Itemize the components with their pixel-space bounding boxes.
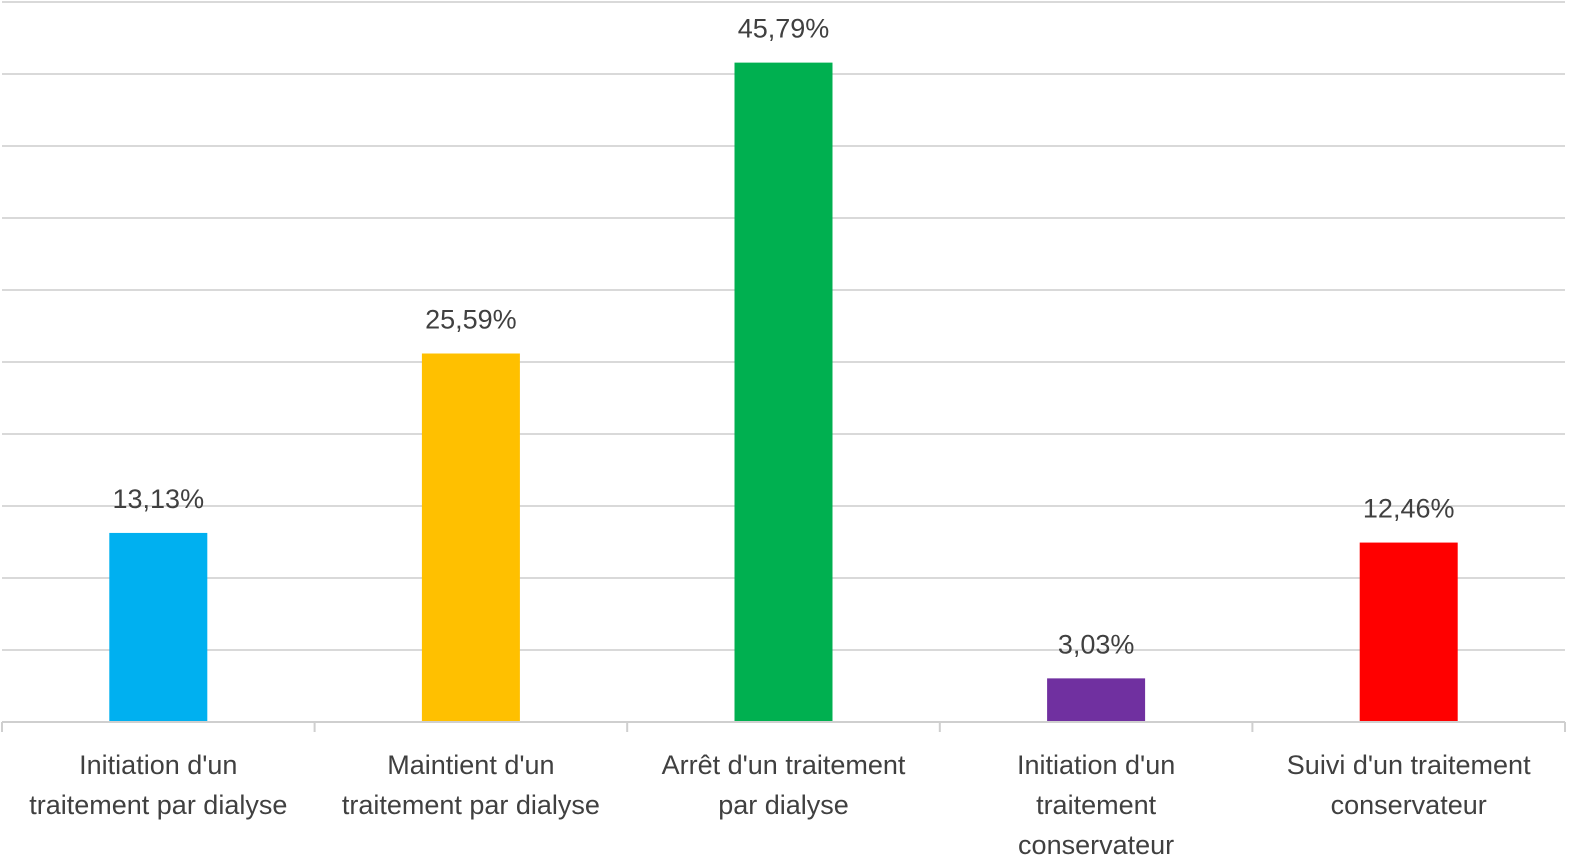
category-label-line: Suivi d'un traitement [1287, 750, 1531, 780]
bar [1047, 678, 1146, 722]
data-label: 3,03% [1058, 629, 1135, 659]
category-labels: Initiation d'un traitement par dialyseMai… [29, 750, 1531, 860]
category-label: Arrêt d'un traitement par dialyse [662, 750, 906, 820]
bar [1359, 542, 1458, 722]
category-label-line: traitement [1036, 790, 1157, 820]
category-label-line: Maintient d'un [387, 750, 554, 780]
category-label: Suivi d'un traitement conservateur [1287, 750, 1531, 820]
category-label: Maintient d'un traitement par dialyse [342, 750, 600, 820]
data-label: 12,46% [1363, 494, 1455, 524]
data-label: 45,79% [738, 14, 830, 44]
bar [109, 532, 208, 722]
bar [734, 62, 833, 722]
category-label-line: Initiation d'un [1017, 750, 1175, 780]
category-label: Initiation d'un traitement par dialyse [29, 750, 287, 820]
category-label-line: conservateur [1331, 790, 1487, 820]
bar [421, 353, 520, 722]
data-label: 25,59% [425, 305, 517, 335]
bars [109, 62, 1458, 722]
data-label: 13,13% [113, 484, 205, 514]
category-label: Initiation d'un traitement conservateur [1017, 750, 1175, 860]
category-label-line: traitement par dialyse [29, 790, 287, 820]
category-label-line: par dialyse [718, 790, 849, 820]
category-label-line: traitement par dialyse [342, 790, 600, 820]
data-labels: 13,13% 25,59% 45,79% 3,03% 12,46% [113, 14, 1455, 660]
category-label-line: conservateur [1018, 830, 1174, 860]
category-label-line: Arrêt d'un traitement [662, 750, 906, 780]
x-axis [1, 721, 1566, 732]
category-label-line: Initiation d'un [79, 750, 237, 780]
